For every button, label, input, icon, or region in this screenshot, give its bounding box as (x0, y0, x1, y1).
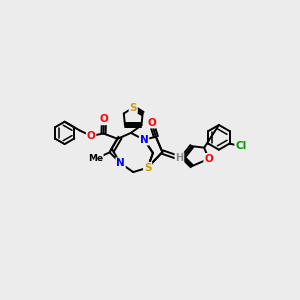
Text: O: O (204, 154, 213, 164)
Text: Cl: Cl (235, 142, 246, 152)
Text: O: O (147, 118, 156, 128)
Text: O: O (87, 131, 95, 141)
Text: O: O (100, 114, 108, 124)
Text: S: S (130, 103, 137, 112)
Text: S: S (144, 163, 152, 173)
Text: H: H (176, 153, 184, 163)
Text: N: N (140, 135, 148, 145)
Text: Me: Me (88, 154, 103, 163)
Text: N: N (116, 158, 125, 168)
